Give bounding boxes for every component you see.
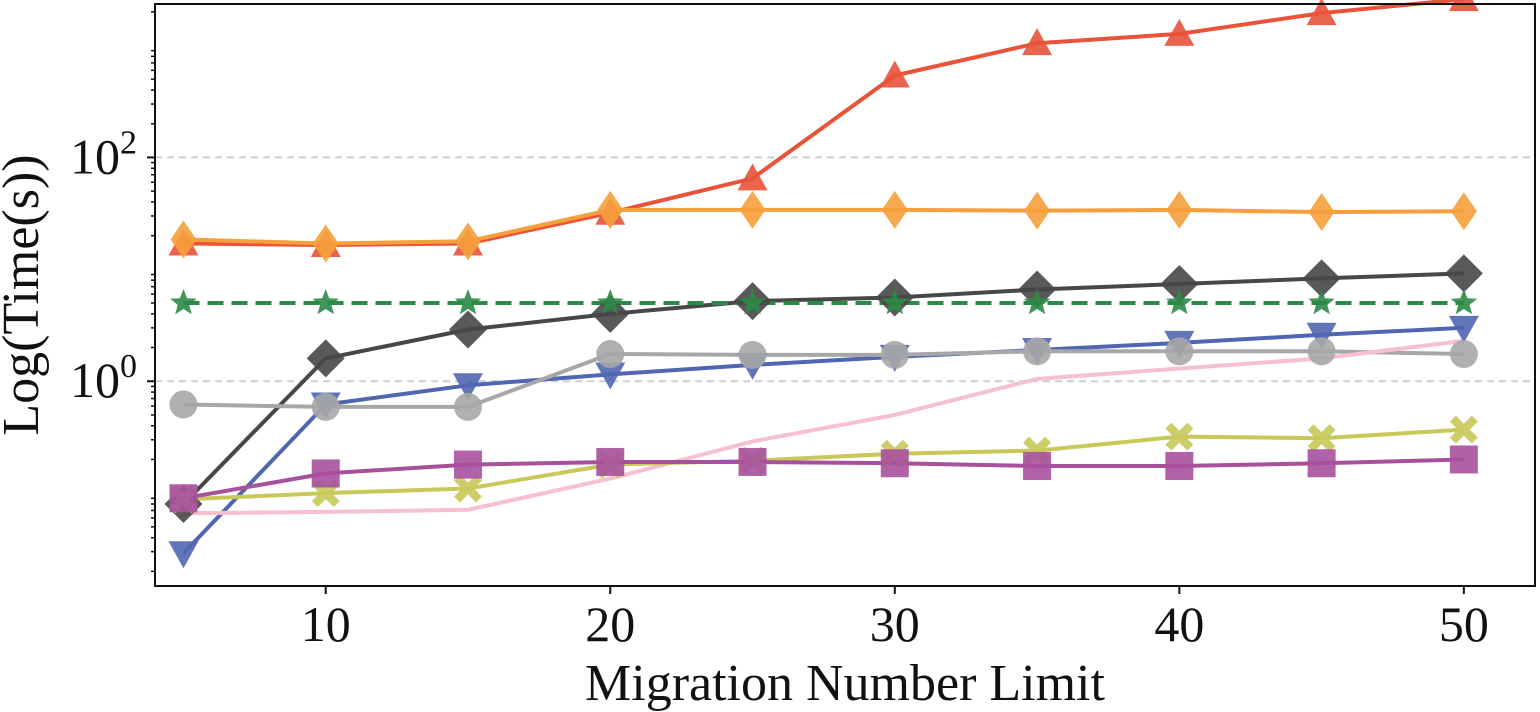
x-tick-label: 50 [1439,596,1489,652]
plot-frame [154,3,1536,587]
data-point [595,362,626,390]
data-point [1450,192,1477,231]
data-point [169,484,198,513]
data-point [881,190,908,229]
data-point [170,289,197,315]
data-point [454,222,481,261]
data-point [170,220,197,259]
data-point [1165,337,1194,366]
data-point [169,390,198,419]
data-point [1444,254,1483,293]
data-point [1165,451,1194,480]
data-point [1448,0,1479,12]
y-minor-ticks [151,11,155,573]
data-point [737,163,768,191]
data-point [1448,315,1479,343]
data-point [1164,18,1195,46]
data-point [1307,337,1336,366]
series-layer [164,0,1483,569]
data-point [1022,28,1053,56]
data-point [311,459,340,488]
data-point [1024,191,1051,230]
data-point [1308,289,1335,315]
data-point [453,392,482,421]
y-tick-label: 102 [70,124,137,184]
data-point [1302,259,1341,298]
data-point [1165,422,1194,451]
data-point [596,340,625,369]
data-point [312,289,339,315]
data-point [1307,449,1336,478]
x-tick-label: 10 [301,596,351,652]
data-point [1449,340,1478,369]
data-point [596,447,625,476]
x-tick-label: 20 [585,596,635,652]
data-point [453,474,482,503]
data-point [311,392,340,421]
data-point [739,289,766,315]
data-point [1023,451,1052,480]
data-point [454,289,482,315]
data-point [1023,337,1052,366]
data-point [1450,289,1478,315]
data-point [1160,264,1199,303]
data-point [591,294,630,333]
series-line [182,271,1464,506]
data-point [739,190,766,229]
data-point [1166,190,1193,229]
data-point [1307,424,1336,453]
data-point [168,541,199,569]
axes: 10 20 30 40 50 100 102 [70,3,1536,652]
data-point [1306,322,1337,350]
x-axis-title: Migration Number Limit [585,655,1105,712]
data-point [1449,445,1478,474]
series-line [182,325,1464,555]
data-point [738,447,767,476]
data-point [306,339,345,378]
data-point [879,60,910,88]
gridlines [155,156,1535,383]
data-point [597,190,624,229]
series-line [183,207,1464,246]
data-point [596,289,624,315]
data-point [312,224,339,263]
series-line [183,427,1465,502]
data-point [738,340,767,369]
data-point [880,340,909,369]
data-point [448,310,487,349]
y-tick-label: 100 [70,348,137,408]
data-point [1023,289,1051,315]
data-point [1308,193,1335,232]
data-point [1166,289,1193,315]
x-tick-label: 30 [870,596,920,652]
y-axis-title: Log(Time(s)) [0,154,50,435]
data-point [881,289,909,315]
data-point [880,449,909,478]
data-point [1306,0,1337,26]
data-point [453,450,482,479]
data-point [1449,415,1478,444]
x-tick-label: 40 [1154,596,1204,652]
data-point [452,373,483,401]
series-line [183,457,1464,501]
series-line [183,338,1465,516]
series-line [183,349,1464,409]
